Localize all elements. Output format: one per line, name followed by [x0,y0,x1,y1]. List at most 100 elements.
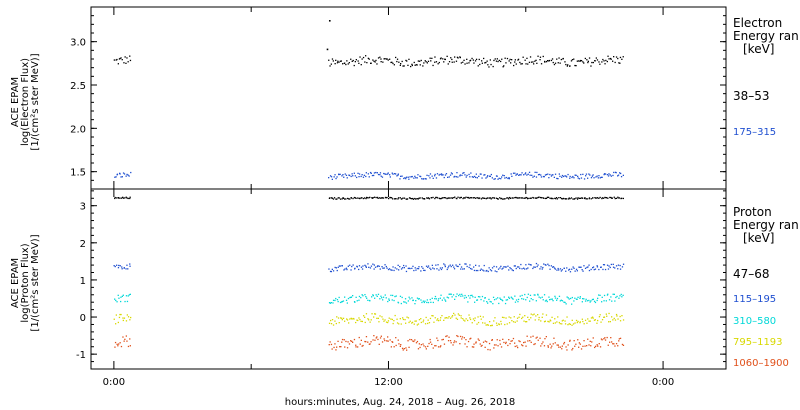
data-point [480,345,482,347]
data-point [542,266,544,269]
data-point [347,265,349,267]
proton-legend-entry-310-580: 310–580 [733,316,776,327]
data-point [517,197,519,199]
data-point [582,270,584,272]
data-point [478,339,480,341]
data-point [490,63,492,66]
data-point [424,323,427,325]
data-point [562,57,564,60]
data-point [425,348,427,350]
data-point [483,197,485,199]
y-tick-label: 2 [80,239,86,250]
data-point [437,346,440,348]
data-point [407,176,409,178]
data-point [452,264,454,266]
data-point [446,335,448,337]
data-point [511,340,513,342]
data-point [575,197,577,199]
data-point [587,338,589,340]
data-point [622,174,624,176]
data-point [460,62,462,64]
data-point [579,59,582,62]
data-point [472,318,475,320]
data-point [541,268,543,270]
data-point [413,269,415,272]
data-point [485,324,487,326]
proton-legend-entry-115-195: 115–195 [733,294,776,305]
data-point [615,265,618,267]
proton-legend-entry-795-1193: 795–1193 [733,337,783,348]
data-point [379,172,382,174]
data-point [545,299,548,301]
data-point [609,57,612,60]
data-point [350,197,353,199]
data-point [427,60,430,62]
data-point [341,300,343,303]
data-point [460,266,463,268]
data-point [527,63,529,65]
data-point [338,322,340,324]
data-point [500,197,503,200]
data-point [486,301,488,303]
data-point [577,197,579,199]
data-point [622,319,625,321]
data-point [122,197,125,199]
data-point [361,345,363,347]
data-point [508,177,510,179]
data-point [520,263,522,266]
data-point [372,339,374,341]
data-point [129,345,131,347]
x-tick-label: 0:00 [652,377,674,388]
data-point [368,58,370,60]
data-point [581,269,583,271]
data-point [614,345,616,347]
data-point [440,317,442,319]
data-point [462,197,464,200]
data-point [127,268,129,270]
data-point [603,197,605,199]
data-point [417,298,420,300]
data-point [566,349,568,351]
data-point [349,318,351,320]
data-point [606,174,609,176]
data-point [378,321,380,323]
data-point [380,61,382,63]
data-point [554,342,556,344]
data-point [439,319,441,321]
data-point [569,339,571,341]
data-point [533,63,535,65]
data-point [455,264,457,266]
data-point [377,173,380,176]
data-point [541,343,543,345]
data-point [552,266,555,268]
data-point [527,340,529,342]
data-point [125,320,128,322]
proton-ylabel-line3: [1/(cm²s ster MeV)] [30,234,41,331]
data-point [450,172,453,174]
data-point [330,63,332,65]
data-point [606,197,608,199]
data-point [363,315,365,317]
data-point [352,59,354,62]
data-point [453,340,456,342]
data-point [432,301,434,304]
data-point [410,339,413,341]
data-point [445,317,448,319]
data-point [567,344,569,346]
data-point [556,269,558,271]
data-point [475,58,478,60]
data-point [419,175,421,177]
data-point [577,296,579,298]
data-point [593,319,596,321]
data-point [440,197,442,200]
data-point [493,197,496,199]
data-point [114,196,116,199]
data-point [557,316,559,318]
data-point [565,270,567,272]
data-point [331,197,333,199]
data-point [528,61,531,63]
data-point [116,343,118,345]
data-point [328,344,330,346]
data-point [482,316,484,318]
data-point [432,267,434,269]
